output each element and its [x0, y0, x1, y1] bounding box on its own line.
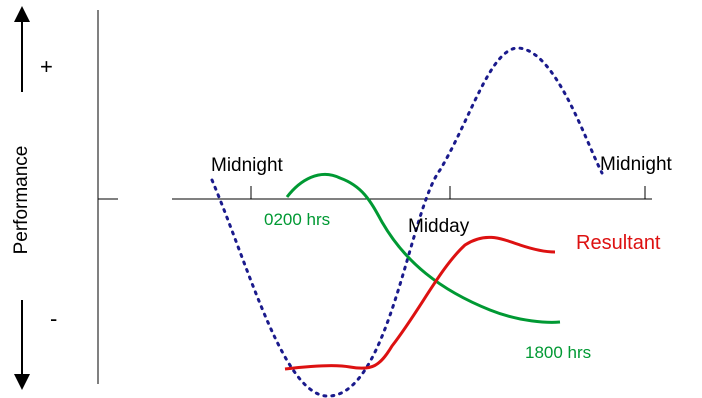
dotted-circadian-curve — [210, 46, 604, 398]
label-midnight-left: Midnight — [211, 155, 284, 176]
label-1800-hrs: 1800 hrs — [525, 343, 591, 362]
red-curve — [284, 235, 556, 371]
label-midday: Midday — [408, 216, 470, 237]
plus-label: + — [40, 54, 53, 79]
green-curve — [285, 172, 561, 324]
label-0200-hrs: 0200 hrs — [264, 210, 330, 229]
label-resultant: Resultant — [576, 232, 661, 254]
label-midnight-right: Midnight — [600, 154, 673, 175]
y-axis-label: Performance — [11, 146, 32, 255]
minus-label: - — [50, 306, 57, 331]
